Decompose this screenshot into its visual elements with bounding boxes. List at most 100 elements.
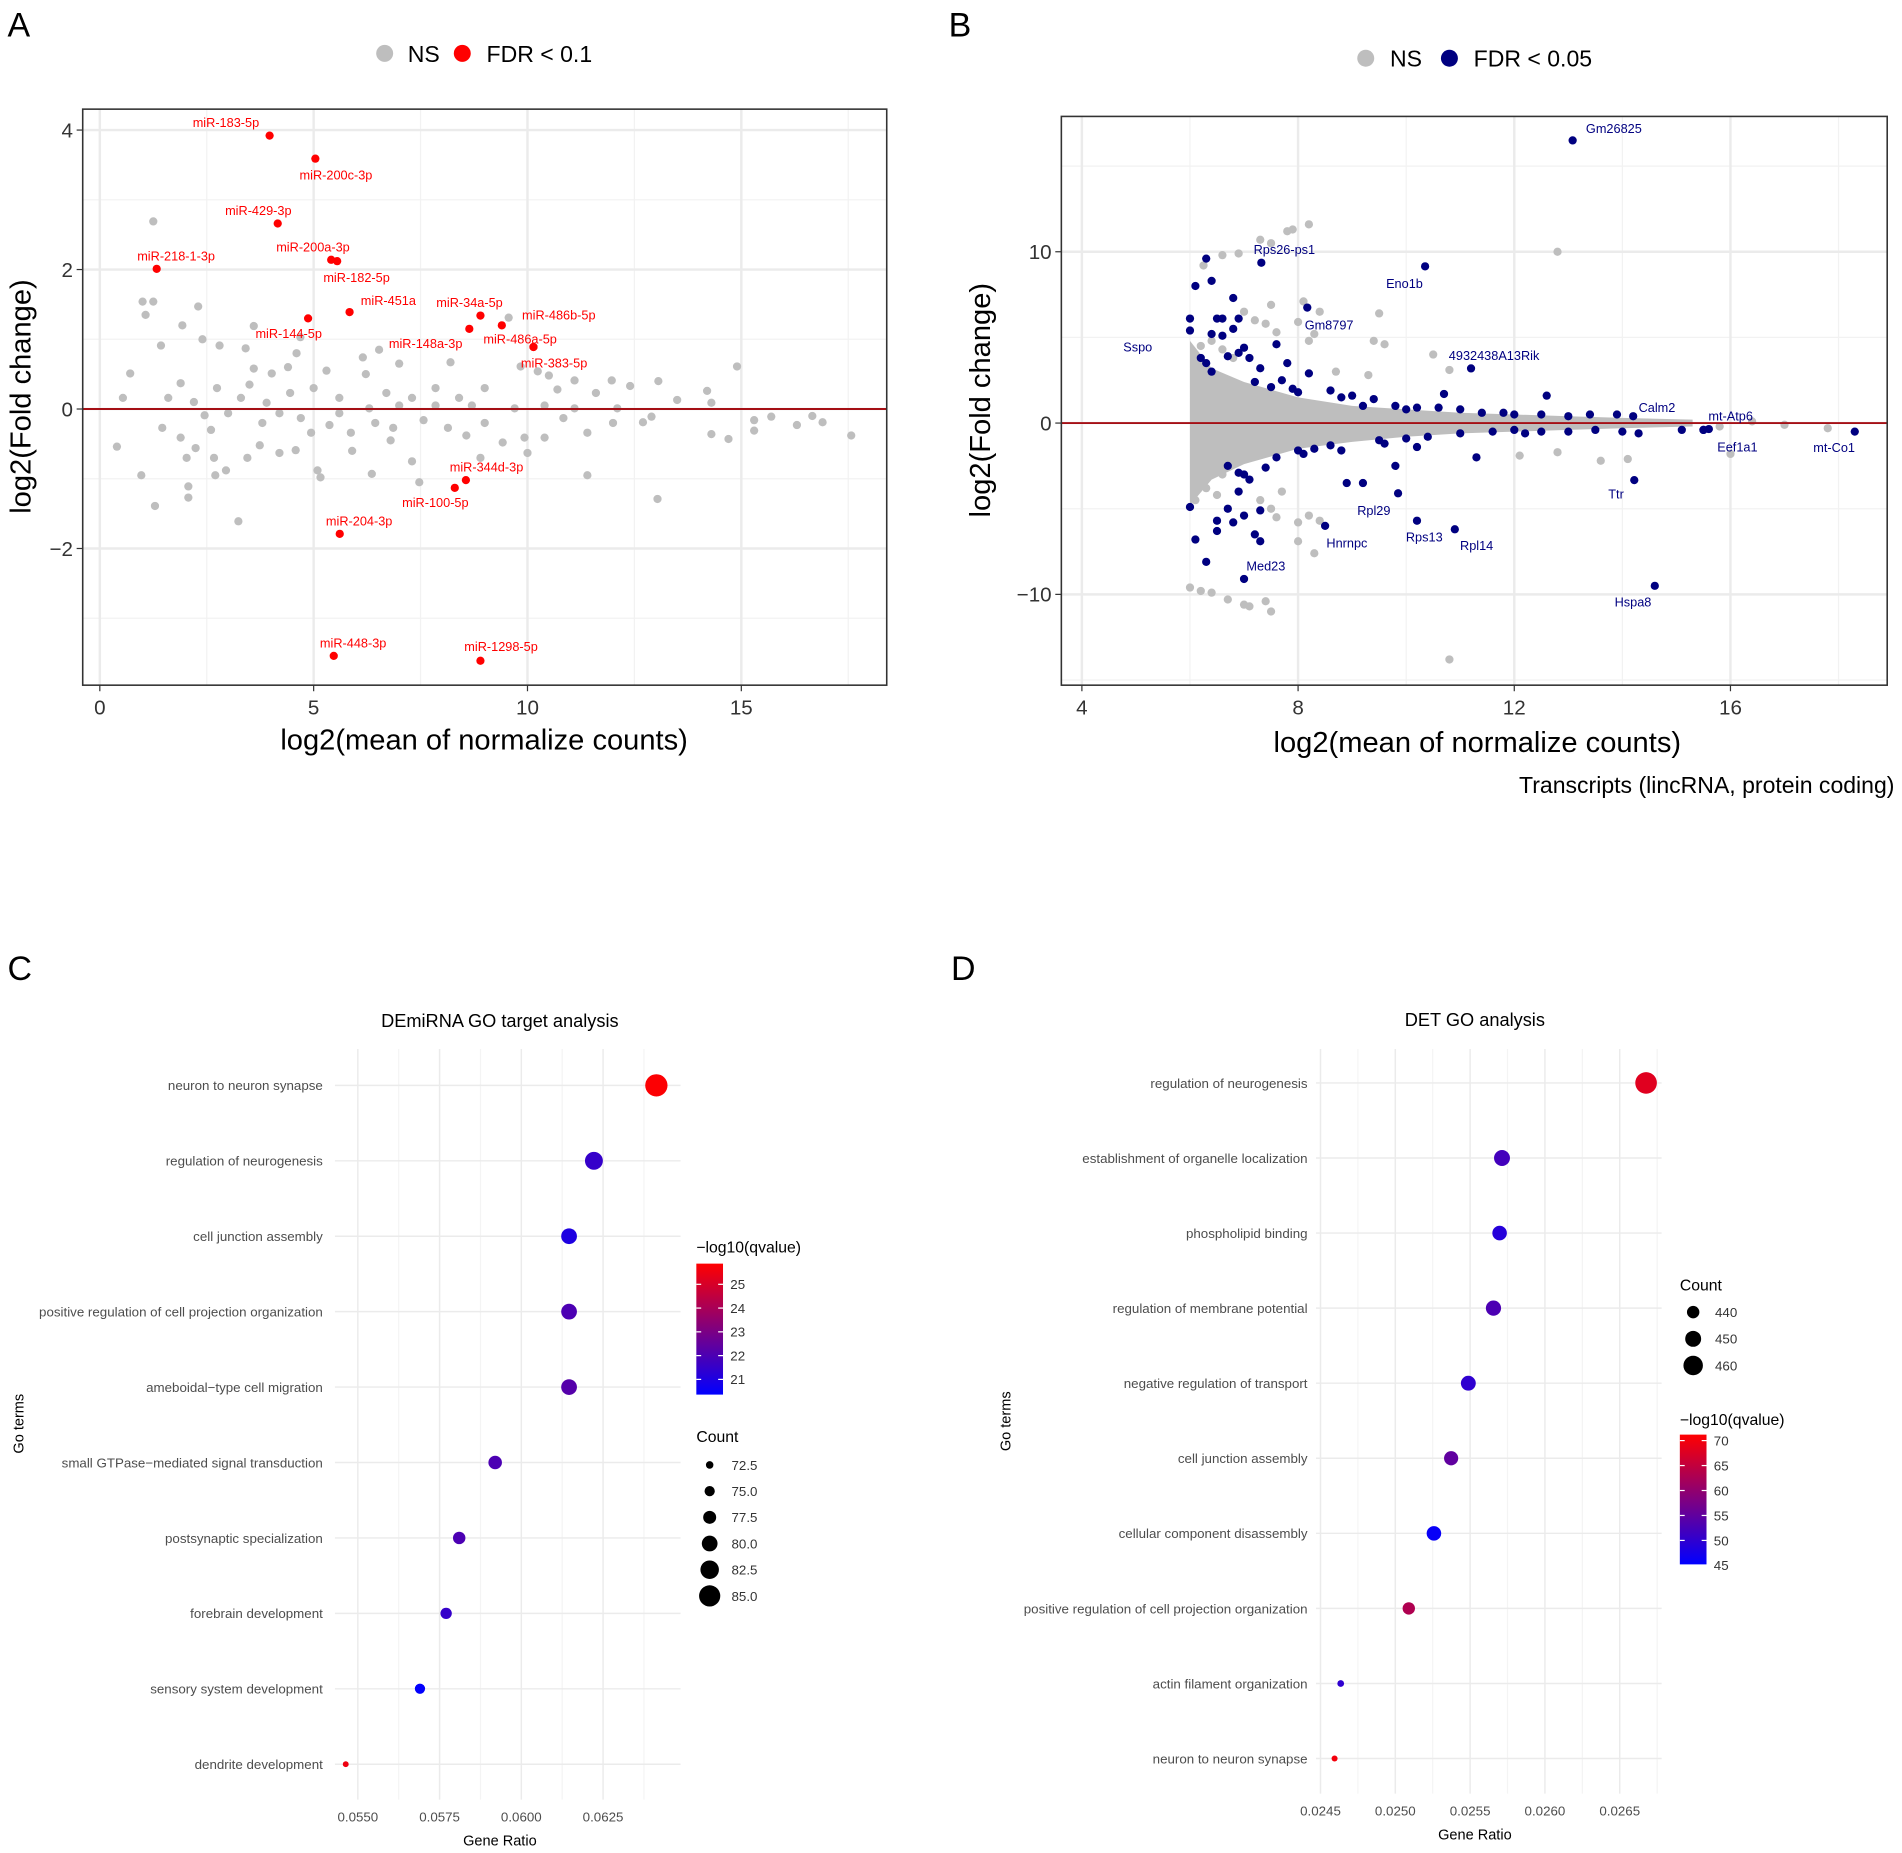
- labeled-point: [265, 131, 274, 140]
- ns-point: [156, 341, 166, 350]
- plot-background: [1061, 116, 1888, 686]
- ns-point: [638, 418, 648, 427]
- point-label: Rpl14: [1460, 538, 1493, 553]
- ns-point: [215, 341, 224, 350]
- ns-point: [335, 409, 344, 418]
- size-legend-label: 450: [1715, 1332, 1737, 1347]
- ns-point: [673, 395, 682, 405]
- y-tick-label: 0: [62, 398, 73, 421]
- legend-ns-swatch: [1357, 49, 1375, 67]
- ns-point: [654, 376, 663, 386]
- panel-a-ma-plot: NS FDR < 0.1 0 5 10 15 −2 0 2 4 miR-183-5p miR-20…: [6, 41, 888, 756]
- significant-point: [1618, 427, 1627, 436]
- size-legend-label: 77.5: [732, 1510, 758, 1525]
- ns-point: [626, 381, 635, 391]
- significant-point: [1310, 444, 1319, 453]
- go-term-label: regulation of neurogenesis: [1150, 1076, 1307, 1091]
- ns-point: [395, 401, 404, 410]
- go-term-dot: [561, 1228, 577, 1245]
- size-legend-title-c: Count: [696, 1429, 739, 1446]
- significant-point: [1434, 403, 1443, 412]
- go-term-label: cellular component disassembly: [1119, 1526, 1308, 1541]
- ns-point: [553, 385, 562, 394]
- ns-point: [236, 393, 246, 402]
- significant-point: [1358, 478, 1368, 488]
- significant-point: [1223, 352, 1232, 361]
- y-axis-label-a: log2(Fold change): [6, 279, 38, 514]
- ns-point: [647, 412, 656, 421]
- ns-point: [1293, 537, 1303, 546]
- labeled-point: [461, 476, 471, 485]
- labeled-point: [1320, 521, 1330, 530]
- x-tick-label: 0.0625: [583, 1809, 624, 1824]
- significant-point: [1358, 401, 1368, 411]
- plot-background: [82, 109, 887, 686]
- ns-point: [1299, 297, 1308, 306]
- point-label: miR-383-5p: [521, 356, 587, 371]
- labeled-point: [476, 656, 485, 665]
- ns-point: [296, 413, 305, 423]
- ns-point: [1304, 336, 1314, 345]
- significant-point: [1283, 358, 1292, 368]
- legends-c: 21 22 23 24 25 72.5 75.0 77.5 80.0 82.5 85.0: [696, 1277, 758, 1607]
- color-legend-label: 50: [1714, 1533, 1729, 1548]
- ns-point: [249, 321, 258, 331]
- ns-point: [1266, 607, 1276, 616]
- x-axis-label-c: Gene Ratio: [463, 1834, 537, 1850]
- point-label: Rps13: [1406, 529, 1443, 544]
- ns-point: [176, 433, 185, 442]
- go-term-label: sensory system development: [150, 1682, 323, 1697]
- point-label: miR-148a-3p: [389, 336, 463, 351]
- labeled-point: [1257, 258, 1266, 267]
- significant-point: [1423, 432, 1432, 441]
- ns-point: [653, 494, 662, 504]
- ns-point: [504, 313, 513, 322]
- plot-area-b: 4 8 12 16 −10 0 10 Gm26825 Rps26-ps1 Eno1b Gm8797 S…: [1017, 115, 1888, 719]
- significant-point: [1229, 324, 1238, 333]
- ns-point: [1293, 518, 1303, 527]
- go-term-label: positive regulation of cell projection o…: [39, 1305, 323, 1320]
- significant-point: [1326, 386, 1335, 395]
- color-legend-label: 21: [730, 1372, 745, 1387]
- ns-point: [1304, 220, 1314, 229]
- color-legend-title-d: −log10(qvalue): [1680, 1412, 1785, 1429]
- ns-point: [1310, 549, 1319, 558]
- ns-point: [184, 493, 193, 502]
- x-tick-label: 10: [516, 696, 539, 719]
- y-axis-label-c: Go terms: [11, 1394, 27, 1454]
- size-legend-label: 80.0: [732, 1536, 758, 1551]
- color-bar-d: [1679, 1434, 1707, 1565]
- ns-point: [292, 349, 301, 358]
- legend-sig-swatch: [1440, 49, 1458, 67]
- ns-point: [1191, 496, 1200, 505]
- significant-point: [1256, 537, 1265, 546]
- ns-point: [194, 302, 203, 311]
- ns-point: [446, 358, 455, 367]
- go-term-label: forebrain development: [190, 1606, 323, 1621]
- ns-point: [371, 418, 380, 428]
- ns-point: [1315, 307, 1324, 316]
- ns-point: [234, 517, 243, 526]
- labeled-point: [476, 311, 485, 320]
- significant-point: [1212, 526, 1222, 536]
- go-term-dot: [561, 1303, 577, 1320]
- ns-point: [792, 420, 802, 430]
- ns-point: [267, 369, 276, 378]
- ns-point: [211, 471, 220, 480]
- ns-point: [382, 388, 391, 398]
- ns-point: [707, 398, 716, 407]
- point-label: miR-183-5p: [193, 115, 259, 130]
- go-term-dot: [1494, 1150, 1510, 1166]
- labeled-point: [1612, 410, 1622, 419]
- size-legend-label: 75.0: [732, 1484, 758, 1499]
- go-term-label: establishment of organelle localization: [1082, 1151, 1307, 1166]
- ns-point: [454, 393, 464, 402]
- ns-point: [1315, 516, 1324, 525]
- ns-point: [367, 469, 376, 478]
- x-tick-label: 16: [1719, 696, 1742, 719]
- y-tick-label: 10: [1029, 241, 1052, 264]
- ns-point: [241, 344, 250, 353]
- ns-point: [431, 401, 440, 410]
- ns-point: [212, 383, 222, 393]
